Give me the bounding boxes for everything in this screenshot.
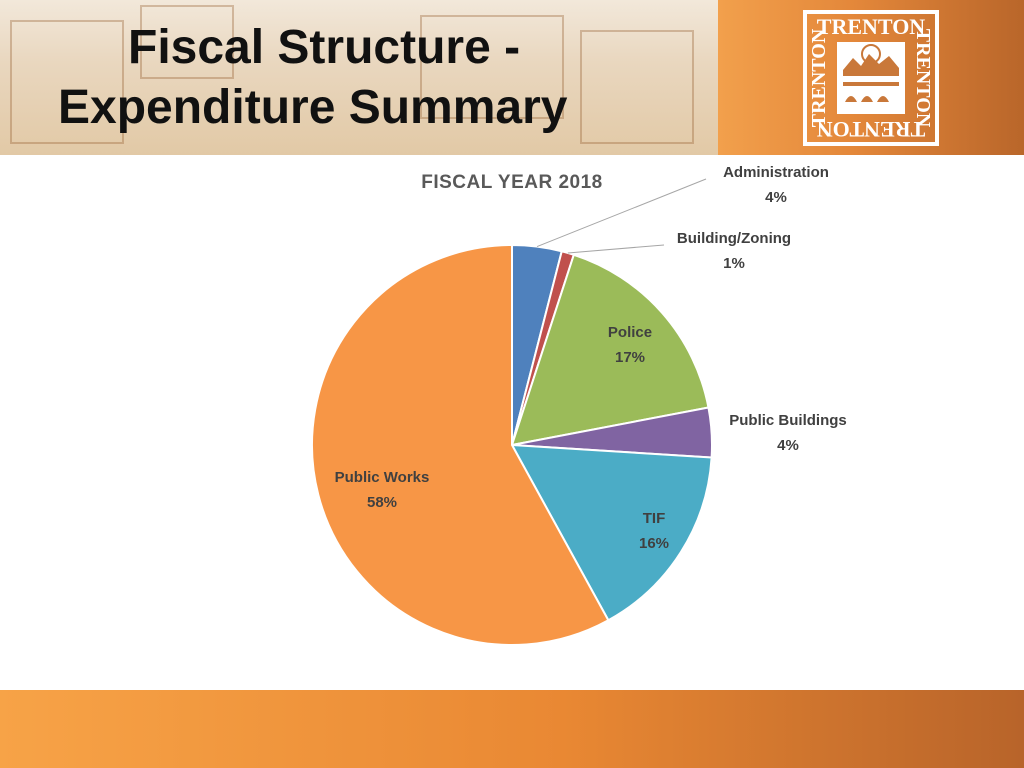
data-label-category-police: Police: [608, 324, 652, 341]
pie-chart: FISCAL YEAR 2018 Administration 4% Buildin…: [311, 164, 847, 646]
pie-slice-public-works: [311, 243, 610, 646]
pie-slices: [311, 243, 713, 646]
leader-line-building-zoning: [567, 244, 665, 254]
logo-divider: [843, 82, 899, 86]
trenton-logo: TRENTON TRENTON TRENTON TRENTON: [803, 10, 939, 146]
data-label-category-building-zoning: Building/Zoning: [677, 230, 791, 247]
logo-center-panel: [837, 42, 905, 114]
building-sketch: [580, 30, 694, 144]
logo-text-top: TRENTON: [817, 14, 926, 39]
header-photo-band: [0, 0, 718, 155]
footer-band: [0, 690, 1024, 768]
chart-title: FISCAL YEAR 2018: [421, 172, 603, 193]
data-label-category-public-buildings: Public Buildings: [729, 412, 847, 429]
slide-title-line1: Fiscal Structure -: [128, 21, 521, 74]
pie-slice-tif: [510, 443, 713, 622]
leader-lines: [536, 178, 707, 254]
logo-text-right: TRENTON: [912, 29, 934, 128]
data-labels: Administration 4% Building/Zoning 1% Police 1…: [335, 164, 847, 552]
data-label-value-tif: 16%: [639, 535, 669, 552]
data-label-value-building-zoning: 1%: [723, 255, 745, 272]
building-sketch: [140, 5, 234, 79]
data-label-category-public-works: Public Works: [335, 469, 430, 486]
skyline-icon: [843, 54, 899, 76]
data-label-category-administration: Administration: [723, 164, 829, 181]
building-sketch: [420, 15, 564, 119]
pie-slice-police: [510, 253, 710, 447]
slide-title-line2: Expenditure Summary: [58, 81, 568, 134]
building-sketch: [10, 20, 124, 144]
data-label-value-public-buildings: 4%: [777, 437, 799, 454]
logo-text-bottom: TRENTON: [817, 117, 926, 142]
leader-line-administration: [536, 178, 707, 248]
data-label-value-police: 17%: [615, 349, 645, 366]
data-label-category-tif: TIF: [643, 510, 666, 527]
data-label-value-administration: 4%: [765, 189, 787, 206]
data-label-value-public-works: 58%: [367, 494, 397, 511]
arches-icon: [845, 96, 889, 102]
logo-text-left: TRENTON: [808, 28, 830, 127]
sun-icon: [861, 44, 881, 64]
slide-title: Fiscal Structure - Expenditure Summary: [0, 18, 718, 138]
